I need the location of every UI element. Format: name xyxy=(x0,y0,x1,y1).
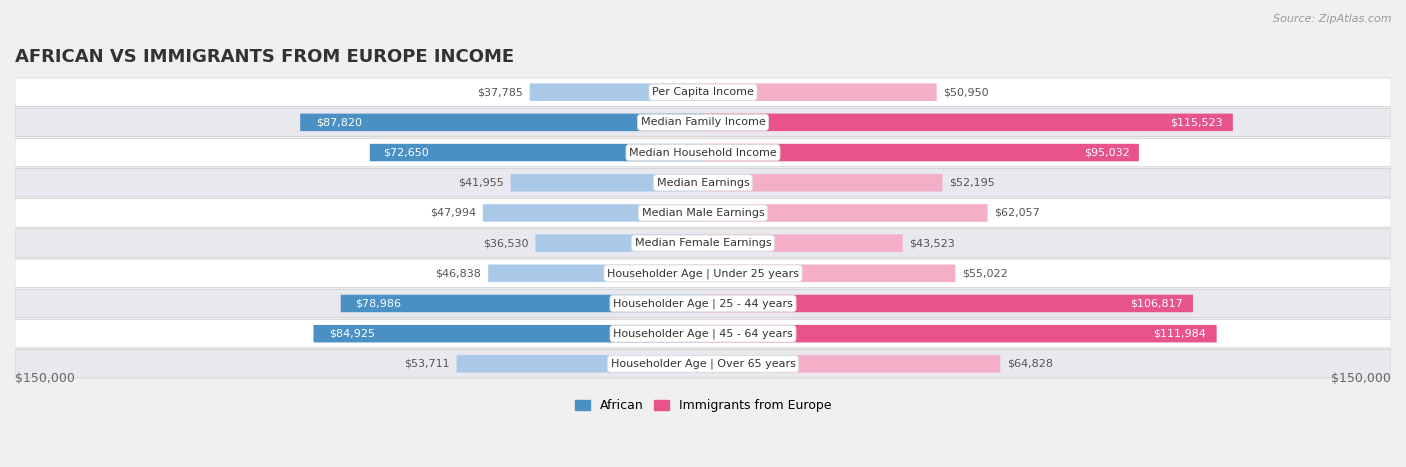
FancyBboxPatch shape xyxy=(15,78,1391,106)
Text: $72,650: $72,650 xyxy=(382,148,429,157)
FancyBboxPatch shape xyxy=(510,174,703,191)
Text: $111,984: $111,984 xyxy=(1153,329,1206,339)
FancyBboxPatch shape xyxy=(370,144,703,161)
Text: Median Female Earnings: Median Female Earnings xyxy=(634,238,772,248)
FancyBboxPatch shape xyxy=(703,204,987,222)
Text: $36,530: $36,530 xyxy=(484,238,529,248)
Text: $84,925: $84,925 xyxy=(329,329,375,339)
Text: $47,994: $47,994 xyxy=(430,208,477,218)
Legend: African, Immigrants from Europe: African, Immigrants from Europe xyxy=(569,394,837,417)
Text: $87,820: $87,820 xyxy=(316,117,363,127)
FancyBboxPatch shape xyxy=(301,113,703,131)
FancyBboxPatch shape xyxy=(703,355,1000,373)
Text: Per Capita Income: Per Capita Income xyxy=(652,87,754,97)
FancyBboxPatch shape xyxy=(15,108,1391,136)
FancyBboxPatch shape xyxy=(703,144,1139,161)
Text: $50,950: $50,950 xyxy=(943,87,990,97)
FancyBboxPatch shape xyxy=(15,319,1391,348)
FancyBboxPatch shape xyxy=(314,325,703,342)
FancyBboxPatch shape xyxy=(15,229,1391,257)
Text: $150,000: $150,000 xyxy=(1331,373,1391,385)
Text: Median Family Income: Median Family Income xyxy=(641,117,765,127)
FancyBboxPatch shape xyxy=(530,84,703,101)
FancyBboxPatch shape xyxy=(15,169,1391,197)
Text: $106,817: $106,817 xyxy=(1130,298,1182,309)
Text: Source: ZipAtlas.com: Source: ZipAtlas.com xyxy=(1274,14,1392,24)
Text: $115,523: $115,523 xyxy=(1170,117,1222,127)
Text: $95,032: $95,032 xyxy=(1084,148,1130,157)
Text: Median Household Income: Median Household Income xyxy=(628,148,778,157)
Text: $78,986: $78,986 xyxy=(356,298,401,309)
FancyBboxPatch shape xyxy=(703,264,955,282)
FancyBboxPatch shape xyxy=(15,289,1391,318)
FancyBboxPatch shape xyxy=(703,325,1216,342)
Text: $150,000: $150,000 xyxy=(15,373,75,385)
FancyBboxPatch shape xyxy=(457,355,703,373)
FancyBboxPatch shape xyxy=(703,84,936,101)
Text: Householder Age | 25 - 44 years: Householder Age | 25 - 44 years xyxy=(613,298,793,309)
Text: Median Earnings: Median Earnings xyxy=(657,178,749,188)
FancyBboxPatch shape xyxy=(340,295,703,312)
FancyBboxPatch shape xyxy=(488,264,703,282)
Text: $53,711: $53,711 xyxy=(404,359,450,369)
FancyBboxPatch shape xyxy=(703,113,1233,131)
Text: Householder Age | 45 - 64 years: Householder Age | 45 - 64 years xyxy=(613,328,793,339)
Text: Householder Age | Over 65 years: Householder Age | Over 65 years xyxy=(610,359,796,369)
Text: $62,057: $62,057 xyxy=(994,208,1040,218)
FancyBboxPatch shape xyxy=(15,259,1391,288)
Text: Median Male Earnings: Median Male Earnings xyxy=(641,208,765,218)
FancyBboxPatch shape xyxy=(703,295,1192,312)
FancyBboxPatch shape xyxy=(482,204,703,222)
FancyBboxPatch shape xyxy=(15,138,1391,167)
Text: $52,195: $52,195 xyxy=(949,178,995,188)
FancyBboxPatch shape xyxy=(536,234,703,252)
FancyBboxPatch shape xyxy=(15,199,1391,227)
Text: $64,828: $64,828 xyxy=(1007,359,1053,369)
Text: Householder Age | Under 25 years: Householder Age | Under 25 years xyxy=(607,268,799,278)
FancyBboxPatch shape xyxy=(703,234,903,252)
Text: $37,785: $37,785 xyxy=(477,87,523,97)
Text: $41,955: $41,955 xyxy=(458,178,503,188)
FancyBboxPatch shape xyxy=(703,174,942,191)
Text: $43,523: $43,523 xyxy=(910,238,955,248)
Text: $55,022: $55,022 xyxy=(962,269,1008,278)
Text: AFRICAN VS IMMIGRANTS FROM EUROPE INCOME: AFRICAN VS IMMIGRANTS FROM EUROPE INCOME xyxy=(15,48,515,66)
FancyBboxPatch shape xyxy=(15,350,1391,378)
Text: $46,838: $46,838 xyxy=(436,269,481,278)
